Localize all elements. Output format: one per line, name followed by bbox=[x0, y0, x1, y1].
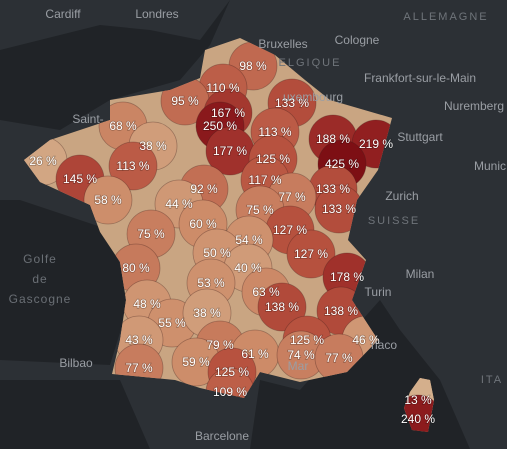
region-label: 127 % bbox=[273, 223, 307, 237]
region-label: 63 % bbox=[252, 285, 280, 299]
region-label: 77 % bbox=[125, 361, 153, 375]
region-label: 92 % bbox=[190, 182, 218, 196]
region-label: 26 % bbox=[29, 154, 57, 168]
place-label: Cologne bbox=[335, 33, 380, 47]
region bbox=[257, 282, 307, 332]
region-label: 68 % bbox=[109, 119, 137, 133]
region-label: 13 % bbox=[404, 393, 432, 407]
region-label: 113 % bbox=[116, 159, 149, 173]
place-label: ALLEMAGNE bbox=[403, 11, 488, 23]
region bbox=[108, 141, 158, 191]
place-label: Nuremberg bbox=[444, 99, 504, 113]
place-label: Munic bbox=[474, 159, 506, 173]
region-label: 117 % bbox=[248, 173, 281, 187]
region-label: 138 % bbox=[324, 304, 358, 318]
region-label: 77 % bbox=[325, 351, 353, 365]
region-label: 133 % bbox=[322, 202, 356, 216]
region-label: 43 % bbox=[125, 333, 153, 347]
region-label: 55 % bbox=[158, 316, 186, 330]
region-label: 80 % bbox=[122, 261, 150, 275]
region-label: 188 % bbox=[316, 132, 350, 146]
region-label: 133 % bbox=[316, 182, 350, 196]
region-label: 44 % bbox=[165, 197, 193, 211]
region-label: 167 % bbox=[211, 106, 245, 120]
region-label: 145 % bbox=[63, 172, 97, 186]
region-label: 60 % bbox=[189, 217, 217, 231]
place-label: Cardiff bbox=[45, 7, 81, 21]
region-label: 74 % bbox=[287, 348, 315, 362]
region-label: 110 % bbox=[206, 81, 239, 95]
region-label: 61 % bbox=[241, 347, 269, 361]
region-label: 77 % bbox=[278, 190, 306, 204]
region-label: 113 % bbox=[258, 125, 291, 139]
region-label: 38 % bbox=[193, 306, 221, 320]
place-label: Barcelone bbox=[195, 429, 249, 443]
region-label: 75 % bbox=[137, 227, 165, 241]
place-label: Bruxelles bbox=[258, 37, 307, 51]
place-label: naco bbox=[371, 338, 397, 352]
place-label: Zurich bbox=[385, 189, 418, 203]
region-label: 58 % bbox=[94, 193, 122, 207]
region-label: 138 % bbox=[265, 300, 299, 314]
region bbox=[83, 175, 133, 225]
place-label: de bbox=[32, 272, 47, 286]
region bbox=[286, 229, 336, 279]
region-label: 127 % bbox=[294, 247, 328, 261]
place-label: Gascogne bbox=[9, 292, 72, 306]
region-label: 46 % bbox=[352, 333, 380, 347]
place-label: ELGIQUE bbox=[279, 57, 342, 69]
region-label: 177 % bbox=[213, 144, 247, 158]
place-label: uxembourg bbox=[283, 90, 343, 104]
region-label: 125 % bbox=[215, 365, 249, 379]
region-label: 50 % bbox=[203, 246, 231, 260]
region-label: 98 % bbox=[239, 59, 267, 73]
place-label: Golfe bbox=[23, 252, 57, 266]
place-label: Milan bbox=[406, 267, 435, 281]
labels: Cardiff Londres ALLEMAGNE Bruxelles Cologne E… bbox=[9, 7, 506, 443]
region-label: 219 % bbox=[359, 137, 393, 151]
region-label: 178 % bbox=[330, 270, 364, 284]
place-label: Mar bbox=[288, 359, 309, 373]
place-label: ITA bbox=[481, 374, 503, 386]
place-label: Londres bbox=[135, 7, 178, 21]
region-label: 109 % bbox=[213, 385, 247, 399]
region-label: 53 % bbox=[197, 276, 225, 290]
region-label: 125 % bbox=[290, 333, 324, 347]
place-label: Bilbao bbox=[59, 356, 93, 370]
region-label: 59 % bbox=[182, 355, 210, 369]
region-label: 40 % bbox=[234, 261, 262, 275]
region-label: 75 % bbox=[246, 203, 274, 217]
region-label: 133 % bbox=[275, 96, 309, 110]
region-label: 425 % bbox=[325, 157, 359, 171]
region-label: 240 % bbox=[401, 412, 435, 426]
region-label: 250 % bbox=[203, 119, 237, 133]
place-label: Saint- bbox=[72, 112, 103, 126]
region-label: 95 % bbox=[171, 94, 199, 108]
place-label: SUISSE bbox=[368, 215, 420, 227]
region-label: 79 % bbox=[206, 338, 234, 352]
region-label: 48 % bbox=[133, 297, 161, 311]
place-label: Frankfort-sur-le-Main bbox=[364, 71, 476, 85]
place-label: Turin bbox=[365, 285, 392, 299]
region-label: 38 % bbox=[139, 139, 167, 153]
place-label: Stuttgart bbox=[397, 130, 443, 144]
region-label: 54 % bbox=[235, 233, 263, 247]
region-label: 125 % bbox=[256, 152, 290, 166]
